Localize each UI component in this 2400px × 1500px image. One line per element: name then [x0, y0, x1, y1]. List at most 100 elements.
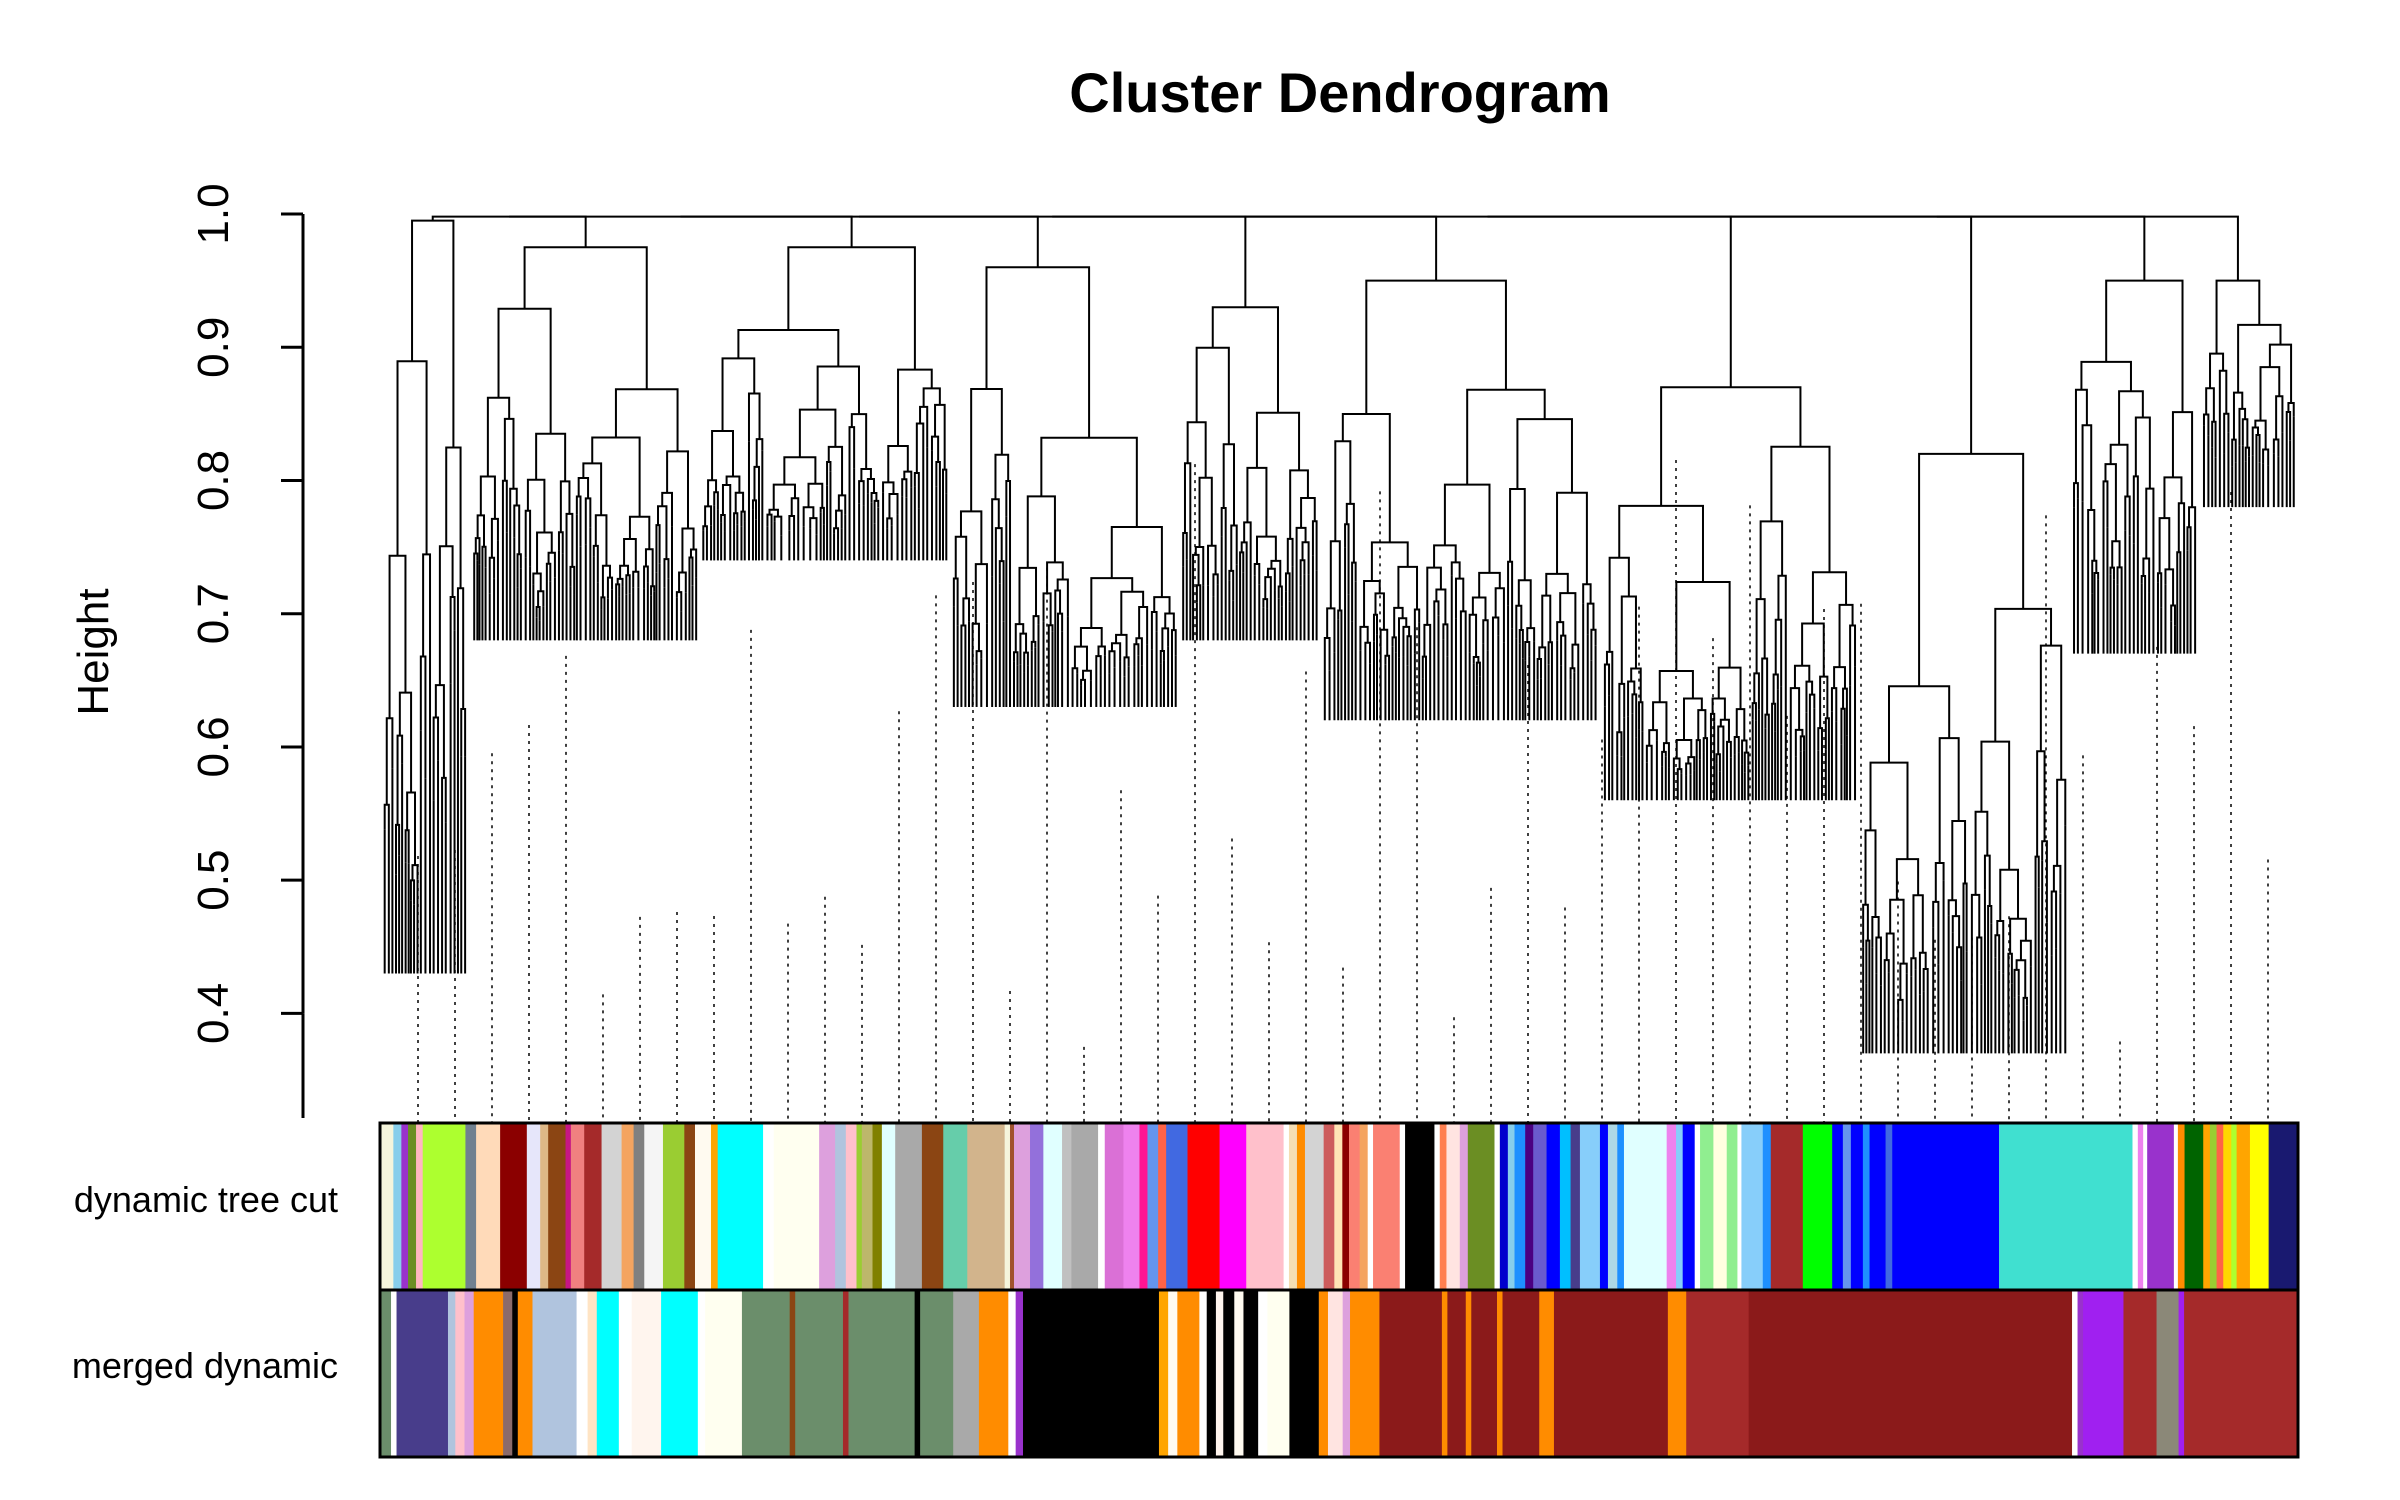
- merge-branch: [768, 508, 779, 517]
- merge-branch: [404, 829, 410, 864]
- merge-branch: [1571, 643, 1580, 676]
- merge-branch: [1220, 507, 1227, 539]
- merge-branch: [1608, 556, 1630, 652]
- color-segment: [2132, 1123, 2139, 1290]
- dendrogram-tree: [383, 215, 2295, 1122]
- merge-branch: [2211, 420, 2217, 458]
- merge-branch: [1538, 646, 1547, 670]
- merge-branch: [2118, 390, 2144, 445]
- merge-branch: [2093, 571, 2100, 598]
- color-segment: [1043, 1123, 1063, 1290]
- merge-branch: [1071, 667, 1079, 680]
- color-segment: [845, 1123, 858, 1290]
- merge-branch: [962, 597, 971, 626]
- color-segment: [773, 1123, 820, 1290]
- merge-branch: [1423, 623, 1432, 657]
- merge-branch: [1110, 642, 1122, 662]
- merge-branch: [411, 219, 455, 448]
- color-segment: [1434, 1123, 1441, 1290]
- color-segment: [500, 1123, 528, 1290]
- color-row: dynamic tree cut: [74, 1121, 2300, 1292]
- merge-branch: [1817, 727, 1823, 751]
- color-segment: [565, 1123, 572, 1290]
- y-axis: 0.4 0.5 0.6 0.7 0.8 0.9 1.0: [189, 183, 305, 1118]
- color-segment: [584, 1123, 603, 1290]
- merge-branch: [2109, 443, 2129, 497]
- color-segment: [697, 1290, 706, 1457]
- color-segment: [1467, 1123, 1496, 1290]
- merge-branch: [1183, 462, 1192, 533]
- merge-branch: [675, 591, 683, 612]
- color-segment: [1071, 1123, 1099, 1290]
- color-segment: [396, 1290, 449, 1457]
- merge-branch: [2158, 517, 2171, 574]
- merge-branch: [1819, 675, 1829, 729]
- color-segment: [1539, 1290, 1555, 1457]
- merge-branch: [835, 509, 843, 529]
- color-segment: [881, 1123, 896, 1290]
- color-segment: [1304, 1123, 1325, 1290]
- merge-branch: [1811, 571, 1848, 624]
- merge-branch: [1426, 566, 1442, 625]
- merge-branch: [922, 387, 941, 407]
- color-segment: [1147, 1123, 1159, 1290]
- color-segment: [1215, 1290, 1224, 1457]
- merge-branch: [2081, 424, 2093, 510]
- color-segment: [861, 1123, 874, 1290]
- merge-branch: [1777, 574, 1787, 620]
- color-segment: [465, 1123, 477, 1290]
- merge-branch: [616, 577, 624, 587]
- color-segment: [2268, 1123, 2299, 1290]
- color-segment: [684, 1123, 696, 1290]
- merge-branch: [1222, 443, 1235, 526]
- merge-branch: [1334, 440, 1352, 542]
- color-segment: [1446, 1123, 1461, 1290]
- merge-branch: [1194, 546, 1205, 586]
- color-segment: [1104, 1123, 1125, 1290]
- merge-branch: [2105, 279, 2184, 413]
- color-segment: [633, 1123, 645, 1290]
- color-segment: [1158, 1290, 1169, 1457]
- merge-branch: [1695, 739, 1701, 760]
- color-segment: [576, 1290, 589, 1457]
- y-tick-label: 0.7: [189, 583, 238, 644]
- color-segment: [921, 1123, 944, 1290]
- merge-branch: [942, 468, 948, 498]
- merge-branch: [1080, 678, 1086, 686]
- merge-branch: [1824, 717, 1830, 750]
- merge-branch: [1138, 605, 1149, 645]
- merge-branch: [535, 605, 541, 621]
- merge-branch: [644, 548, 654, 587]
- top-merge-branch: [1244, 215, 1732, 388]
- color-segment: [1441, 1290, 1448, 1457]
- color-segment: [2203, 1123, 2211, 1290]
- merge-branch: [1536, 658, 1542, 680]
- color-segment: [1676, 1123, 1684, 1290]
- color-segment: [1667, 1290, 1687, 1457]
- merge-branch: [2080, 360, 2132, 392]
- merge-branch: [1023, 651, 1029, 673]
- merge-branch: [532, 572, 542, 592]
- color-segment: [1009, 1123, 1015, 1290]
- merge-branch: [476, 514, 486, 547]
- merge-branch: [755, 438, 764, 467]
- color-segment: [1850, 1123, 1864, 1290]
- merge-branch: [1987, 904, 1993, 954]
- merge-branch: [1326, 607, 1336, 653]
- color-segment: [1770, 1123, 1804, 1290]
- color-segment: [1496, 1290, 1504, 1457]
- merge-branch: [798, 408, 837, 458]
- merge-branch: [1974, 810, 1989, 895]
- merge-branch: [591, 436, 641, 517]
- merge-branch: [2237, 323, 2282, 393]
- color-segment: [1885, 1123, 1893, 1290]
- merge-branch: [1471, 596, 1487, 621]
- merge-branch: [1717, 666, 1742, 710]
- merge-branch: [826, 461, 832, 486]
- color-segment: [1323, 1123, 1335, 1290]
- color-segment: [380, 1290, 392, 1457]
- merge-branch: [383, 803, 390, 853]
- merge-branch: [787, 246, 916, 370]
- merge-branch: [497, 307, 552, 434]
- merge-branch: [2254, 419, 2267, 450]
